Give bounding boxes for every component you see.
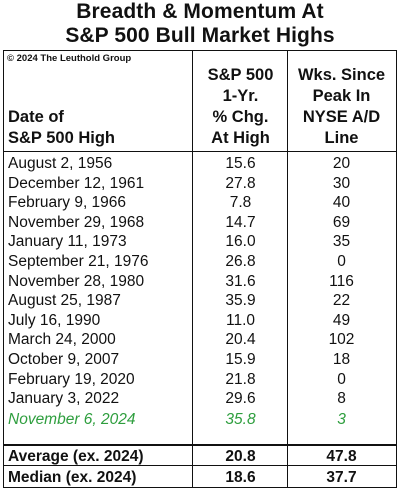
header-divider bbox=[4, 151, 396, 152]
column-divider-2 bbox=[287, 51, 288, 487]
table-row: December 12, 1961 27.8 30 bbox=[4, 174, 396, 194]
cell-date: December 12, 1961 bbox=[8, 174, 145, 192]
cell-pct-change: 15.9 bbox=[225, 351, 256, 368]
title-line-1: Breadth & Momentum At bbox=[76, 0, 324, 23]
cell-pct-change: 7.8 bbox=[229, 194, 252, 212]
cell-weeks: 8 bbox=[337, 390, 346, 408]
cell-pct-change: 35.9 bbox=[225, 292, 256, 310]
table-row: August 2, 1956 15.6 20 bbox=[4, 154, 396, 174]
cell-pct-change: 18.6 bbox=[225, 469, 256, 486]
header-pct-change: S&P 500 1-Yr. % Chg. At High bbox=[207, 66, 274, 147]
cell-date: February 9, 1966 bbox=[8, 194, 127, 212]
cell-pct-change: 15.6 bbox=[225, 155, 256, 172]
cell-date: Median (ex. 2024) bbox=[8, 469, 137, 486]
cell-date: November 6, 2024 bbox=[8, 410, 136, 428]
table-row: January 11, 1973 16.0 35 bbox=[4, 232, 396, 252]
cell-pct-change: 11.0 bbox=[225, 311, 256, 329]
data-table: © 2024 The Leuthold Group Date of S&P 50… bbox=[3, 50, 397, 488]
table-row: March 24, 2000 20.4 102 bbox=[4, 330, 396, 350]
cell-pct-change: 27.8 bbox=[225, 174, 256, 192]
cell-pct-change: 21.8 bbox=[225, 370, 256, 388]
copyright-text: © 2024 The Leuthold Group bbox=[7, 53, 132, 64]
cell-weeks: 0 bbox=[337, 370, 346, 388]
page-title: Breadth & Momentum At S&P 500 Bull Marke… bbox=[0, 0, 400, 47]
cell-weeks: 35 bbox=[332, 233, 351, 251]
cell-pct-change: 14.7 bbox=[225, 213, 256, 231]
cell-weeks: 116 bbox=[329, 272, 354, 290]
cell-pct-change: 35.8 bbox=[225, 410, 256, 428]
table-row: February 19, 2020 21.8 0 bbox=[4, 370, 396, 390]
cell-pct-change: 20.8 bbox=[225, 448, 256, 465]
cell-weeks: 69 bbox=[332, 213, 351, 231]
cell-weeks: 49 bbox=[332, 311, 351, 329]
cell-weeks: 3 bbox=[337, 410, 346, 428]
cell-weeks: 30 bbox=[332, 174, 351, 192]
cell-pct-change: 26.8 bbox=[225, 253, 256, 270]
cell-date: August 25, 1987 bbox=[8, 292, 121, 310]
cell-weeks: 22 bbox=[332, 292, 351, 310]
cell-date: Average (ex. 2024) bbox=[8, 448, 144, 465]
cell-date: November 28, 1980 bbox=[8, 272, 145, 290]
cell-pct-change: 16.0 bbox=[225, 233, 256, 251]
table-row: January 3, 2022 29.6 8 bbox=[4, 389, 396, 409]
cell-weeks: 40 bbox=[332, 194, 351, 212]
table-row: August 25, 1987 35.9 22 bbox=[4, 291, 396, 311]
table-row: November 29, 1968 14.7 69 bbox=[4, 213, 396, 233]
column-divider-1 bbox=[192, 51, 193, 487]
summary-row-divider bbox=[4, 465, 396, 466]
cell-weeks: 20 bbox=[332, 155, 351, 172]
table-row: November 28, 1980 31.6 116 bbox=[4, 272, 396, 292]
cell-date: January 3, 2022 bbox=[8, 390, 120, 408]
table-row: February 9, 1966 7.8 40 bbox=[4, 193, 396, 213]
cell-date: August 2, 1956 bbox=[8, 155, 113, 172]
cell-date: November 29, 1968 bbox=[8, 213, 145, 231]
cell-weeks: 102 bbox=[328, 331, 355, 349]
cell-pct-change: 31.6 bbox=[225, 272, 256, 290]
cell-weeks: 18 bbox=[332, 351, 351, 368]
summary-row-median: Median (ex. 2024) 18.6 37.7 bbox=[4, 468, 396, 488]
cell-weeks: 0 bbox=[337, 253, 346, 270]
header-date: Date of S&P 500 High bbox=[8, 108, 115, 147]
cell-pct-change: 20.4 bbox=[225, 331, 256, 349]
cell-date: July 16, 1990 bbox=[8, 311, 101, 329]
title-line-2: S&P 500 Bull Market Highs bbox=[65, 23, 335, 47]
header-weeks-since-peak: Wks. Since Peak In NYSE A/D Line bbox=[297, 66, 386, 147]
cell-date: September 21, 1976 bbox=[8, 253, 149, 270]
cell-date: October 9, 2007 bbox=[8, 351, 120, 368]
cell-date: March 24, 2000 bbox=[8, 331, 116, 349]
table-row: October 9, 2007 15.9 18 bbox=[4, 350, 396, 370]
summary-divider bbox=[4, 444, 396, 446]
table-row: July 16, 1990 11.0 49 bbox=[4, 311, 396, 331]
summary-row-average: Average (ex. 2024) 20.8 47.8 bbox=[4, 447, 396, 467]
cell-weeks: 47.8 bbox=[326, 448, 357, 465]
cell-date: January 11, 1973 bbox=[8, 233, 127, 251]
cell-date: February 19, 2020 bbox=[8, 370, 135, 388]
table-row: September 21, 1976 26.8 0 bbox=[4, 252, 396, 272]
cell-weeks: 37.7 bbox=[326, 469, 357, 486]
table-row-highlight: November 6, 2024 35.8 3 bbox=[4, 410, 396, 430]
cell-pct-change: 29.6 bbox=[225, 390, 256, 408]
